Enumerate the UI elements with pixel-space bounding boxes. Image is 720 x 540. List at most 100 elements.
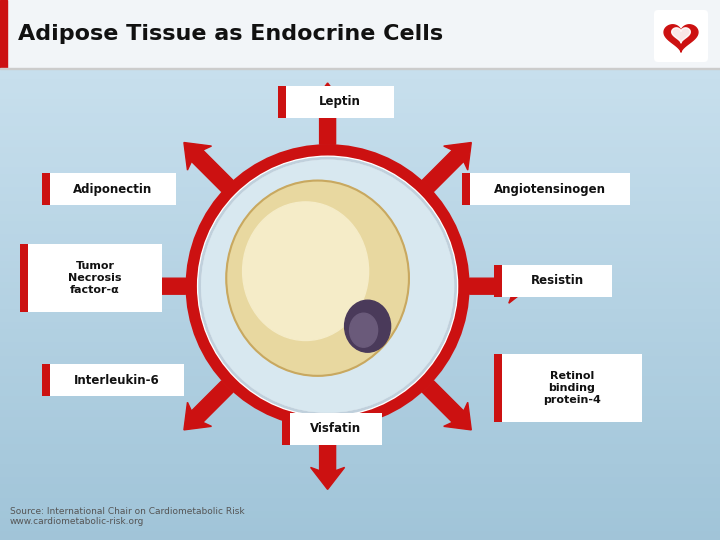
Bar <box>0 195 720 202</box>
Bar <box>0 255 720 263</box>
Bar <box>0 0 7 68</box>
Polygon shape <box>672 28 690 43</box>
FancyArrow shape <box>423 143 472 192</box>
Text: Visfatin: Visfatin <box>310 422 361 435</box>
Bar <box>0 168 720 176</box>
Bar <box>282 413 290 445</box>
Bar <box>0 33 720 40</box>
Circle shape <box>197 156 458 416</box>
Bar <box>278 86 286 118</box>
Bar <box>0 438 720 446</box>
Bar <box>0 465 720 472</box>
FancyArrow shape <box>184 381 233 430</box>
Bar <box>0 269 720 276</box>
Bar <box>494 354 502 422</box>
Bar <box>20 244 28 312</box>
Bar <box>282 413 382 445</box>
Bar <box>0 390 720 399</box>
Bar <box>0 60 720 68</box>
Bar <box>42 364 184 396</box>
Bar <box>0 498 720 507</box>
Text: Interleukin-6: Interleukin-6 <box>74 374 160 387</box>
Bar <box>0 363 720 372</box>
Bar <box>0 39 720 47</box>
Bar <box>0 242 720 249</box>
Bar <box>494 354 642 422</box>
Bar <box>0 282 720 291</box>
Bar <box>0 316 720 324</box>
Bar <box>0 519 720 526</box>
Bar <box>0 228 720 237</box>
Bar <box>0 397 720 405</box>
FancyArrow shape <box>125 269 186 303</box>
Bar <box>0 471 720 480</box>
Bar <box>0 114 720 122</box>
Bar <box>42 173 176 205</box>
FancyArrow shape <box>184 143 233 192</box>
Bar <box>0 350 720 357</box>
Bar <box>462 173 470 205</box>
Bar <box>0 525 720 534</box>
Bar <box>0 336 720 345</box>
Bar <box>0 127 720 135</box>
Bar <box>0 66 720 74</box>
Circle shape <box>202 160 454 412</box>
Bar <box>0 46 720 54</box>
Bar <box>0 451 720 459</box>
Bar <box>0 431 720 438</box>
Text: Tumor
Necrosis
factor-α: Tumor Necrosis factor-α <box>68 261 122 295</box>
Bar <box>0 154 720 162</box>
FancyBboxPatch shape <box>654 10 708 62</box>
Bar <box>0 87 720 94</box>
Polygon shape <box>664 25 698 52</box>
Bar <box>0 262 720 270</box>
Bar <box>0 309 720 317</box>
Bar <box>0 532 720 540</box>
Bar <box>0 68 720 69</box>
Bar <box>0 73 720 81</box>
Bar <box>42 364 50 396</box>
Bar <box>0 6 720 14</box>
Bar <box>0 424 720 432</box>
Text: Adipose Tissue as Endocrine Cells: Adipose Tissue as Endocrine Cells <box>18 24 443 44</box>
Bar <box>0 0 720 68</box>
Text: Leptin: Leptin <box>319 96 361 109</box>
Text: Source: International Chair on Cardiometabolic Risk
www.cardiometabolic-risk.org: Source: International Chair on Cardiomet… <box>10 507 245 526</box>
Bar <box>0 181 720 189</box>
Bar <box>0 120 720 128</box>
Text: Retinol
binding
protein-4: Retinol binding protein-4 <box>543 371 601 405</box>
Bar <box>0 100 720 108</box>
Bar <box>0 249 720 256</box>
Bar <box>0 208 720 216</box>
Bar <box>42 173 50 205</box>
Text: Resistin: Resistin <box>531 274 584 287</box>
FancyArrow shape <box>310 83 345 144</box>
Bar <box>0 161 720 168</box>
Bar <box>0 141 720 148</box>
Bar <box>0 296 720 303</box>
Bar <box>0 107 720 115</box>
Bar <box>0 93 720 102</box>
Bar <box>0 188 720 195</box>
Bar <box>494 265 612 297</box>
Bar <box>0 377 720 384</box>
Bar <box>0 19 720 27</box>
FancyArrow shape <box>423 381 472 430</box>
Bar <box>0 80 720 87</box>
Bar <box>0 12 720 20</box>
Bar <box>0 492 720 500</box>
Bar <box>0 444 720 453</box>
Ellipse shape <box>345 300 391 352</box>
Bar <box>0 404 720 411</box>
Bar <box>0 370 720 378</box>
Bar <box>0 384 720 392</box>
Bar <box>0 458 720 465</box>
Text: Adiponectin: Adiponectin <box>73 183 153 195</box>
Ellipse shape <box>243 202 369 341</box>
Bar <box>0 505 720 513</box>
Bar <box>0 357 720 364</box>
Bar <box>0 411 720 418</box>
Bar <box>0 134 720 141</box>
Bar <box>0 323 720 330</box>
Bar <box>278 86 394 118</box>
